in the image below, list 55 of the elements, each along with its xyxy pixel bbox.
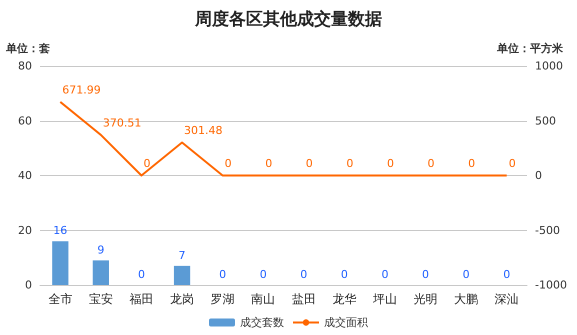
data-label: 0 <box>340 268 348 281</box>
bar <box>92 260 109 285</box>
data-label: 0 <box>503 268 510 281</box>
chart-title: 周度各区其他成交量数据 <box>194 10 382 30</box>
legend-label: 成交套数 <box>240 316 284 329</box>
data-label: 370.51 <box>102 116 142 130</box>
data-label: 0 <box>508 157 516 170</box>
data-label: 0 <box>143 157 150 170</box>
x-tick-label: 福田 <box>129 292 154 306</box>
bar <box>174 266 190 285</box>
data-label: 0 <box>265 157 272 170</box>
y-tick-label: 60 <box>18 114 32 128</box>
y2-tick-label: 0 <box>535 169 542 182</box>
data-label: 301.48 <box>184 124 223 137</box>
x-tick-label: 全市 <box>48 292 72 306</box>
x-tick-label: 坪山 <box>372 292 397 306</box>
y2-tick-label: -1000 <box>535 278 567 292</box>
y2-axis-title: 单位：平方米 <box>496 42 564 55</box>
data-label: 0 <box>381 268 388 281</box>
x-tick-label: 深汕 <box>494 292 519 306</box>
x-tick-label: 宝安 <box>88 292 113 306</box>
data-label: 9 <box>97 243 104 256</box>
data-label: 0 <box>462 268 470 281</box>
line-series <box>59 100 508 176</box>
x-tick-label: 南山 <box>251 292 276 306</box>
y-tick-label: 20 <box>18 224 32 237</box>
x-tick-label: 罗湖 <box>210 292 235 306</box>
x-tick-label: 盐田 <box>292 292 316 306</box>
x-tick-label: 龙岗 <box>170 292 194 306</box>
data-label: 0 <box>306 157 313 170</box>
data-label: 0 <box>219 268 226 281</box>
legend-label: 成交面积 <box>324 316 368 329</box>
data-label: 0 <box>346 157 354 170</box>
y-tick-label: 40 <box>18 169 32 182</box>
x-tick-label: 光明 <box>414 292 438 306</box>
bar <box>52 241 68 285</box>
data-label: 0 <box>138 268 145 281</box>
data-label: 0 <box>428 157 435 170</box>
data-label: 0 <box>422 268 430 281</box>
data-label: 16 <box>53 224 68 238</box>
x-tick-label: 大鹏 <box>454 292 478 306</box>
data-label: 0 <box>468 157 476 170</box>
data-label: 0 <box>260 268 267 281</box>
y-axis-title: 单位：套 <box>5 42 50 55</box>
data-label: 7 <box>178 248 186 262</box>
data-label: 0 <box>386 157 394 170</box>
data-label: 0 <box>224 157 232 170</box>
y2-tick-label: 500 <box>535 114 556 128</box>
data-label: 671.99 <box>62 83 101 96</box>
data-label: 0 <box>300 268 308 281</box>
y-tick-label: 80 <box>18 60 32 72</box>
y2-tick-label: -500 <box>535 224 560 237</box>
y-tick-label: 0 <box>25 278 32 292</box>
x-tick-label: 龙华 <box>332 292 356 306</box>
y2-tick-label: 1000 <box>535 60 563 72</box>
